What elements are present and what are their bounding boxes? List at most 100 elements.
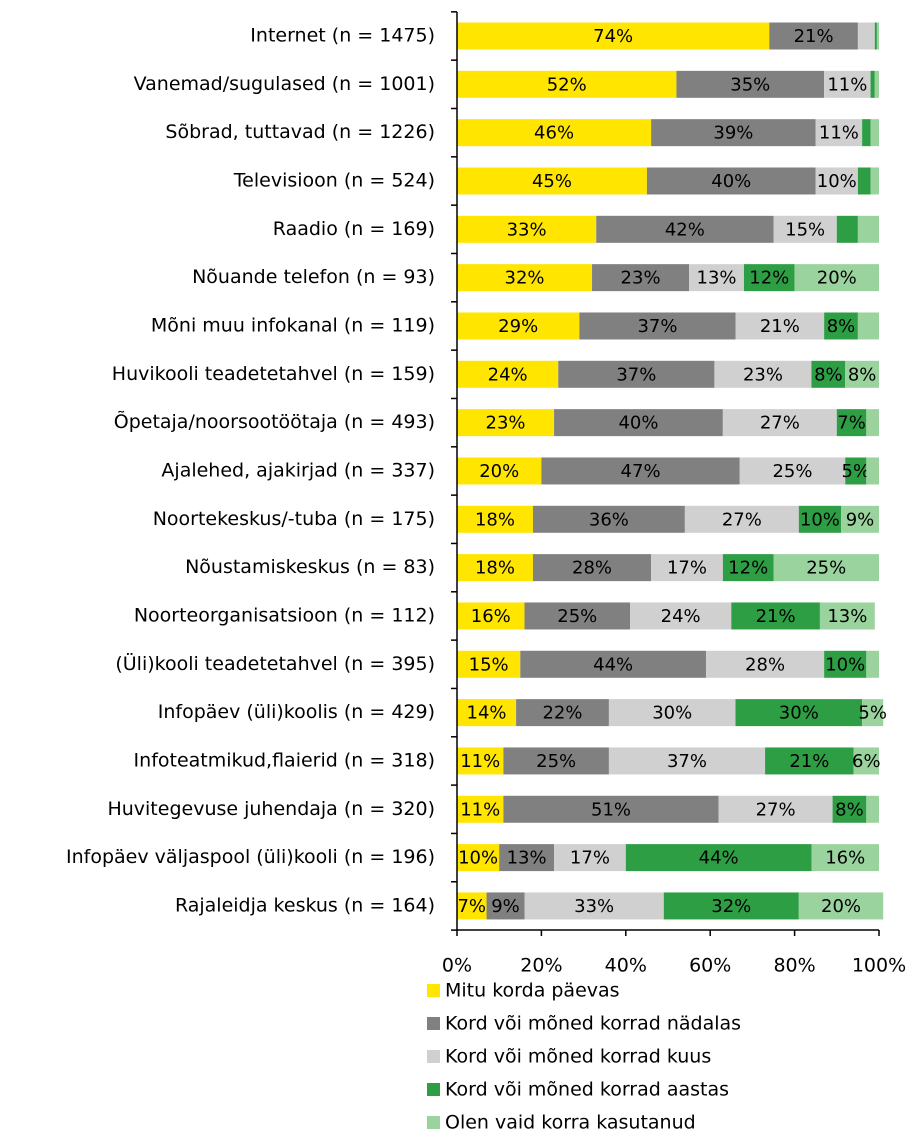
bar-segment <box>625 844 812 872</box>
legend-label: Kord või mõned korrad nädalas <box>445 1013 741 1035</box>
legend-swatch <box>427 1017 440 1030</box>
bar-segment <box>457 409 555 437</box>
bar-segment <box>558 360 715 388</box>
bar-segment <box>516 699 609 727</box>
data-label: 28% <box>745 654 785 675</box>
data-label: 20% <box>817 268 857 289</box>
bar-segment <box>769 22 858 50</box>
category-label: Nõuande telefon (n = 93) <box>192 266 435 288</box>
bar-segment <box>554 844 626 872</box>
data-label: 20% <box>479 461 519 482</box>
bar-segment <box>503 747 609 775</box>
data-label: 21% <box>760 316 800 337</box>
data-label: 8% <box>848 364 877 385</box>
data-label: 7% <box>837 413 866 434</box>
bar-segment <box>857 167 871 195</box>
bar-segment <box>676 70 825 98</box>
category-label: Televisioon (n = 524) <box>233 169 435 191</box>
x-tick-label: 40% <box>605 955 647 977</box>
bar-segment <box>832 795 867 823</box>
bar-segment <box>857 215 879 243</box>
bar-segment <box>457 312 580 340</box>
bar-segment <box>608 699 736 727</box>
data-label: 8% <box>835 799 864 820</box>
data-label: 10% <box>817 171 857 192</box>
bar-segment <box>457 167 647 195</box>
data-label: 37% <box>637 316 677 337</box>
data-label: 32% <box>711 896 751 917</box>
bar-segment <box>862 119 871 147</box>
bar-segment <box>532 505 685 533</box>
category-label: Huvikooli teadetetahvel (n = 159) <box>112 363 435 385</box>
bar-segment <box>857 22 875 50</box>
data-label: 16% <box>471 606 511 627</box>
bar-segment <box>874 70 879 98</box>
bar-segment <box>663 892 799 920</box>
data-label: 23% <box>621 268 661 289</box>
bar-segment <box>845 457 867 485</box>
bar-segment <box>798 505 842 533</box>
data-label: 11% <box>819 123 859 144</box>
bar-segment <box>499 844 555 872</box>
data-label: 10% <box>458 848 498 869</box>
data-label: 37% <box>616 364 656 385</box>
data-label: 5% <box>858 703 887 724</box>
category-label: Nõustamiskeskus (n = 83) <box>185 556 435 578</box>
x-tick-label: 100% <box>852 955 906 977</box>
data-label: 6% <box>852 751 881 772</box>
data-label: 45% <box>532 171 572 192</box>
bar-segment <box>735 699 863 727</box>
bar-segment <box>457 795 504 823</box>
bar-segment <box>520 650 706 678</box>
data-label: 29% <box>498 316 538 337</box>
data-label: 44% <box>699 848 739 869</box>
bar-segment <box>815 167 858 195</box>
data-label: 40% <box>618 413 658 434</box>
bar-segment <box>794 264 879 292</box>
data-label: 35% <box>730 74 770 95</box>
bar-segment <box>836 409 867 437</box>
bar-segment <box>836 215 858 243</box>
category-label: Internet (n = 1475) <box>250 25 435 47</box>
bar-segment <box>554 409 723 437</box>
bar-segment <box>486 892 525 920</box>
data-label: 7% <box>457 896 486 917</box>
category-label: (Üli)kooli teadetetahvel (n = 395) <box>115 652 435 675</box>
bar-segment <box>457 747 504 775</box>
data-label: 37% <box>667 751 707 772</box>
data-label: 30% <box>652 703 692 724</box>
bar-segment <box>811 844 879 872</box>
bar-segment <box>870 119 879 147</box>
data-label: 14% <box>467 703 507 724</box>
bar-segment <box>718 795 833 823</box>
category-label: Raadio (n = 169) <box>273 218 435 240</box>
bar-segment <box>651 119 816 147</box>
bar-segment <box>503 795 719 823</box>
legend-swatch <box>427 984 440 997</box>
bar-segment <box>646 167 816 195</box>
bar-segment <box>866 409 879 437</box>
data-label: 33% <box>574 896 614 917</box>
category-label: Huvitegevuse juhendaja (n = 320) <box>107 798 435 820</box>
legend-label: Mitu korda päevas <box>445 980 620 1002</box>
bar-segment <box>876 22 879 50</box>
bar-segment <box>524 602 631 630</box>
data-label: 23% <box>486 413 526 434</box>
bar-segment <box>689 264 744 292</box>
bar-segment <box>857 312 879 340</box>
bar-segment <box>457 215 597 243</box>
data-label: 9% <box>491 896 520 917</box>
bar-segment <box>592 264 690 292</box>
data-label: 11% <box>460 751 500 772</box>
bar-segment <box>853 747 879 775</box>
bar-segment <box>841 505 879 533</box>
data-label: 21% <box>794 26 834 47</box>
x-tick-label: 20% <box>520 955 562 977</box>
bar-segment <box>815 119 863 147</box>
data-label: 13% <box>697 268 737 289</box>
bar-segment <box>824 650 867 678</box>
data-label: 25% <box>557 606 597 627</box>
bar-segment <box>457 505 533 533</box>
x-tick-label: 60% <box>689 955 731 977</box>
bar-segment <box>731 602 820 630</box>
